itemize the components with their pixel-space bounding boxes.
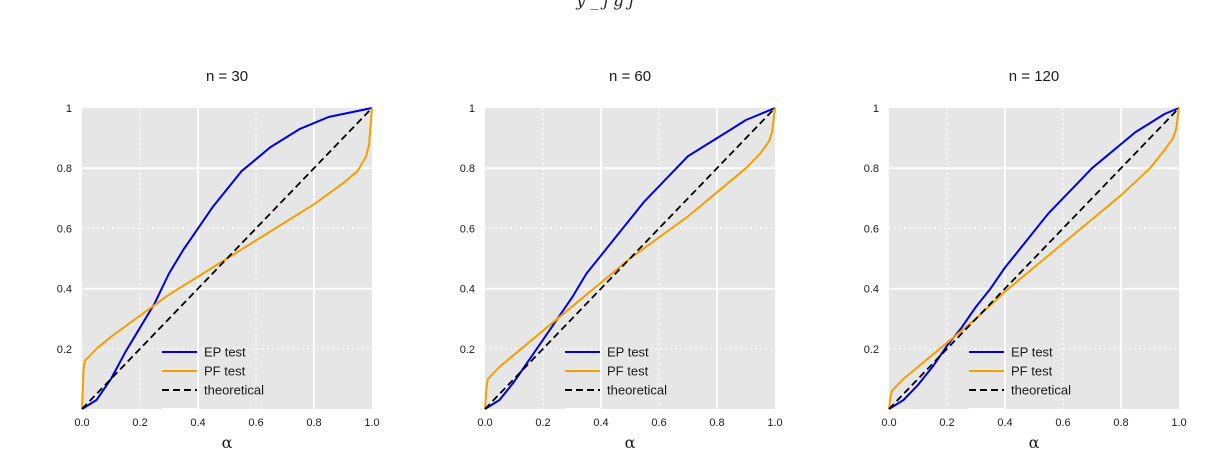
y-tick-label: 0.6 [460, 223, 475, 235]
panel-title: n = 30 [206, 68, 248, 85]
x-tick-label: 1.0 [767, 417, 782, 429]
y-tick-label: 0.8 [460, 163, 475, 175]
legend-label: theoretical [1011, 383, 1071, 398]
x-tick-label: 0.2 [535, 417, 550, 429]
legend-label: PF test [204, 364, 246, 379]
x-tick-label: 0.8 [1113, 417, 1128, 429]
x-tick-label: 0.0 [477, 417, 492, 429]
y-tick-label: 0.4 [460, 284, 475, 296]
legend-label: EP test [607, 345, 649, 360]
series-line-ep-test [484, 107, 776, 410]
series-line-ep-test [81, 107, 373, 410]
legend-label: theoretical [204, 383, 264, 398]
series-line-pf-test [888, 107, 1180, 410]
y-tick-label: 0.4 [57, 284, 72, 296]
x-tick-label: 0.4 [190, 417, 205, 429]
y-tick-label: 0.8 [57, 163, 72, 175]
legend-label: theoretical [607, 383, 667, 398]
panel-title: n = 120 [1009, 68, 1059, 85]
y-tick-label: 0.4 [864, 284, 879, 296]
y-tick-label: 0.2 [460, 344, 475, 356]
x-tick-label: 0.6 [248, 417, 263, 429]
series-line-theoretical [81, 107, 373, 410]
y-tick-label: 0.6 [57, 223, 72, 235]
legend-label: PF test [607, 364, 649, 379]
y-tick-label: 0.2 [864, 344, 879, 356]
x-tick-label: 0.8 [306, 417, 321, 429]
x-tick-label: 0.6 [1055, 417, 1070, 429]
series-line-theoretical [484, 107, 776, 410]
legend-label: PF test [1011, 364, 1053, 379]
y-tick-label: 1 [873, 103, 879, 115]
series-line-pf-test [81, 107, 373, 410]
x-tick-label: 0.2 [132, 417, 147, 429]
chart-panel-3: 0.0 0.2 0.4 0.6 0.8 1.0 0.2 0.4 0.6 0.8 1 n = 120 α E… [864, 68, 1187, 452]
legend: EP test PF test theoretical [565, 345, 667, 410]
panel-title: n = 60 [609, 68, 651, 85]
panels: 0.0 0.2 0.4 0.6 0.8 1.0 0.2 0.4 0.6 0.8 1 n = 30 α EP… [57, 68, 1187, 452]
x-tick-label: 0.6 [651, 417, 666, 429]
legend: EP test PF test theoretical [969, 345, 1071, 410]
legend-label: EP test [1011, 345, 1053, 360]
chart-panel-1: 0.0 0.2 0.4 0.6 0.8 1.0 0.2 0.4 0.6 0.8 1 n = 30 α EP… [57, 68, 380, 452]
figure-title-cut: y _ j g j [575, 0, 634, 10]
y-tick-label: 0.6 [864, 223, 879, 235]
x-axis-label: α [625, 433, 636, 452]
x-tick-label: 1.0 [364, 417, 379, 429]
x-tick-label: 0.4 [593, 417, 608, 429]
x-tick-label: 0.2 [939, 417, 954, 429]
x-axis-label: α [222, 433, 233, 452]
x-tick-label: 0.0 [881, 417, 896, 429]
series-line-theoretical [888, 107, 1180, 410]
legend-label: EP test [204, 345, 246, 360]
y-tick-label: 1 [66, 103, 72, 115]
x-tick-label: 0.0 [74, 417, 89, 429]
y-tick-label: 0.2 [57, 344, 72, 356]
chart-panel-2: 0.0 0.2 0.4 0.6 0.8 1.0 0.2 0.4 0.6 0.8 1 n = 60 α EP… [460, 68, 783, 452]
x-tick-label: 0.8 [709, 417, 724, 429]
series-line-pf-test [484, 107, 776, 410]
y-tick-label: 0.8 [864, 163, 879, 175]
x-axis-label: α [1029, 433, 1040, 452]
x-tick-label: 1.0 [1171, 417, 1186, 429]
y-tick-label: 1 [469, 103, 475, 115]
x-tick-label: 0.4 [997, 417, 1012, 429]
legend: EP test PF test theoretical [162, 345, 264, 410]
